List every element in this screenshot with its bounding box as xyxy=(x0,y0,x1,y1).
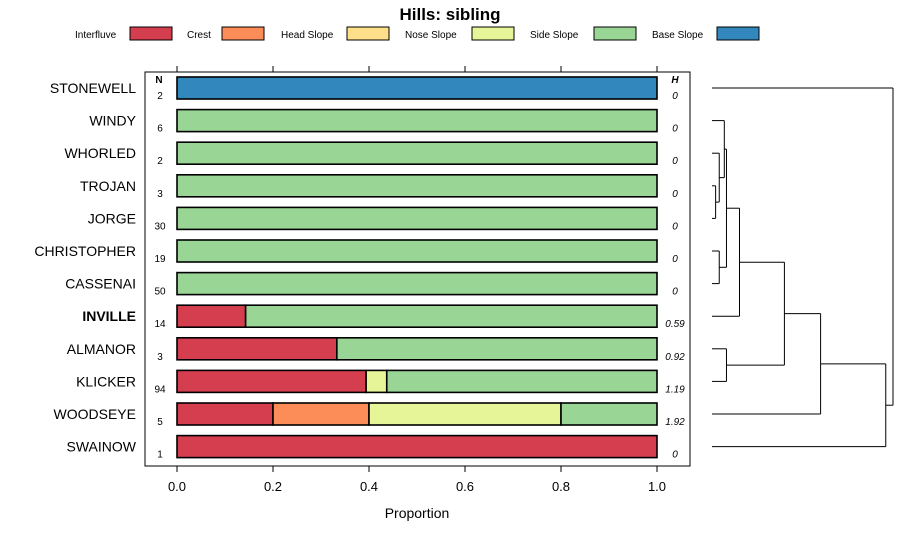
row-label: SWAINOW xyxy=(67,439,137,455)
row-h-value: 0.59 xyxy=(665,319,685,330)
legend-label-5: Base Slope xyxy=(652,30,704,41)
bar-segment-nose-slope xyxy=(368,402,562,426)
row-label: INVILLE xyxy=(82,308,136,324)
row-n-value: 50 xyxy=(154,287,166,298)
bar-segment-interfluve xyxy=(176,402,274,426)
bar-segment-base-slope xyxy=(176,76,658,100)
row-h-value: 0.92 xyxy=(665,352,685,363)
row-h-value: 1.19 xyxy=(665,384,685,395)
h-header: H xyxy=(671,75,679,86)
legend-label-3: Nose Slope xyxy=(405,30,457,41)
x-tick-label: 0.8 xyxy=(552,479,570,494)
top-ticks xyxy=(176,66,658,72)
legend: Interfluve Crest Head Slope Nose Slope Side … xyxy=(75,26,760,41)
row-n-value: 3 xyxy=(157,352,163,363)
row-h-value: 0 xyxy=(672,221,678,232)
bar-segment-side-slope xyxy=(176,271,658,296)
row-label: TROJAN xyxy=(80,178,136,194)
legend-swatch-3 xyxy=(471,26,515,41)
row-h-value: 1.92 xyxy=(665,417,685,428)
bar-segment-side-slope xyxy=(176,141,658,165)
bar-segment-side-slope xyxy=(176,206,658,231)
bar-segment-interfluve xyxy=(176,434,658,459)
legend-label-2: Head Slope xyxy=(281,30,334,41)
row-n-value: 3 xyxy=(157,189,163,200)
bar-segment-side-slope xyxy=(385,369,658,394)
row-h-value: 0 xyxy=(672,156,678,167)
x-axis-label: Proportion xyxy=(385,505,450,521)
bar-segment-side-slope xyxy=(336,336,658,361)
chart-title: Hills: sibling xyxy=(399,5,500,24)
legend-swatch-4 xyxy=(593,26,637,41)
bar-segment-side-slope xyxy=(560,402,658,426)
row-n-value: 6 xyxy=(157,124,163,135)
row-h-value: 0 xyxy=(672,450,678,461)
row-n-value: 30 xyxy=(154,221,166,232)
bar-segment-side-slope xyxy=(176,174,658,198)
legend-swatch-0 xyxy=(129,26,173,41)
x-tick-label: 0.2 xyxy=(264,479,282,494)
row-label: WINDY xyxy=(89,113,136,129)
bar-segment-crest xyxy=(272,402,370,426)
bar-segment-side-slope xyxy=(244,304,658,329)
row-n-value: 2 xyxy=(157,156,163,167)
bar-segment-side-slope xyxy=(176,239,658,263)
bar-segment-interfluve xyxy=(176,369,367,394)
row-n-value: 14 xyxy=(154,319,166,330)
n-header: N xyxy=(155,75,162,86)
row-n-value: 19 xyxy=(154,254,166,265)
row-h-value: 0 xyxy=(672,287,678,298)
row-n-value: 2 xyxy=(157,91,163,102)
row-n-value: 1 xyxy=(157,450,163,461)
legend-label-4: Side Slope xyxy=(530,30,579,41)
row-label: STONEWELL xyxy=(50,80,136,96)
row-label: ALMANOR xyxy=(67,341,136,357)
row-label: WOODSEYE xyxy=(54,406,136,422)
x-tick-label: 0.6 xyxy=(456,479,474,494)
legend-swatch-1 xyxy=(221,26,265,41)
row-h-value: 0 xyxy=(672,124,678,135)
legend-label-0: Interfluve xyxy=(75,30,117,41)
legend-swatch-5 xyxy=(716,26,760,41)
row-label: KLICKER xyxy=(76,373,136,389)
plot-panel xyxy=(144,71,691,467)
row-n-value: 5 xyxy=(157,417,163,428)
bar-segment-nose-slope xyxy=(365,369,388,394)
bar-segment-interfluve xyxy=(176,304,247,329)
row-label: CHRISTOPHER xyxy=(34,243,136,259)
legend-swatch-2 xyxy=(346,26,390,41)
row-label: CASSENAI xyxy=(65,276,136,292)
x-tick-label: 0.0 xyxy=(168,479,186,494)
bar-segment-interfluve xyxy=(176,336,338,361)
row-h-value: 0 xyxy=(672,91,678,102)
x-tick-label: 0.4 xyxy=(360,479,378,494)
bar-segment-side-slope xyxy=(176,108,658,133)
row-h-value: 0 xyxy=(672,254,678,265)
x-tick-label: 1.0 xyxy=(648,479,666,494)
dendrogram xyxy=(712,87,894,448)
row-n-value: 94 xyxy=(154,384,166,395)
x-axis: 0.0 0.2 0.4 0.6 0.8 1.0 xyxy=(168,466,666,494)
legend-label-1: Crest xyxy=(187,30,211,41)
row-h-value: 0 xyxy=(672,189,678,200)
row-label: JORGE xyxy=(88,210,136,226)
row-label: WHORLED xyxy=(64,145,136,161)
